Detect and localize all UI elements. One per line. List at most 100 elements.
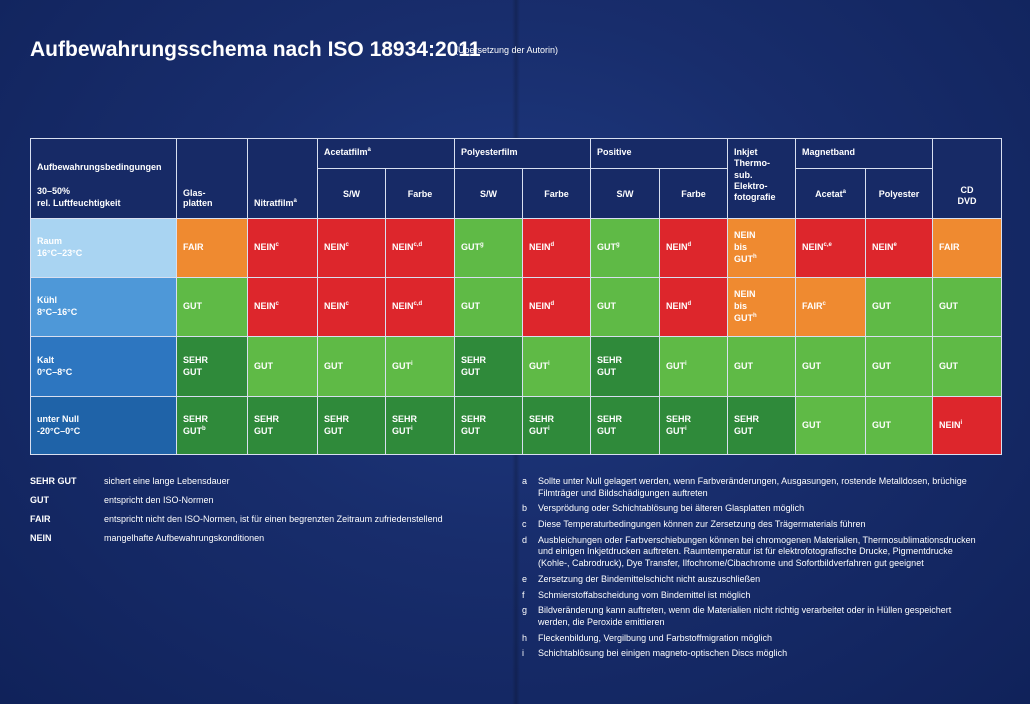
rating-text: bis <box>734 242 748 253</box>
header-magnetband: Magnetband <box>795 138 934 169</box>
rating-cell: NEINd <box>522 277 592 337</box>
header-dvd: DVD <box>957 196 977 207</box>
rating-text: GUT <box>254 360 273 371</box>
rating-text: FAIR <box>939 242 960 253</box>
footnotes: a Sollte unter Null gelagert werden, wenn… <box>522 476 982 664</box>
footnote-ref: d <box>550 301 555 308</box>
rating-text: GUT <box>802 360 822 371</box>
header-inkjet-line5: fotografie <box>734 192 776 202</box>
rating-cell: NEINd <box>522 218 592 278</box>
header-magnetband-acetat: Acetata <box>795 168 867 219</box>
rating-cell: NEINc <box>317 277 386 337</box>
rating-text: GUT <box>461 242 481 253</box>
rating-cell: NEINc,e <box>795 218 867 278</box>
legend-key: NEIN <box>30 533 52 543</box>
rating-cell: NEINc,d <box>384 277 456 337</box>
rating-text: GUT <box>461 425 481 436</box>
footnote: a Sollte unter Null gelagert werden, wenn… <box>522 476 982 499</box>
condition-name: Raum <box>37 236 63 247</box>
footnote-text: Diese Temperaturbedingungen können zur Z… <box>538 519 866 530</box>
rating-text: SEHR <box>392 413 418 424</box>
footnote-ref: e <box>893 242 897 249</box>
table-row: Kühl 8°C–16°C GUT NEINc NEINc NEINc,d GUT NEINd… <box>30 277 1003 337</box>
footnote-text: Schichtablösung bei einigen magneto-opti… <box>538 648 788 659</box>
rating-cell: GUT <box>795 396 867 455</box>
header-conditions-humidity-label: rel. Luftfeuchtigkeit <box>37 198 121 209</box>
footnote-text: Ausbleichungen oder Farbverschiebungen k… <box>538 534 976 569</box>
rating-cell: GUT <box>317 336 386 397</box>
rating-cell: GUT <box>176 277 248 337</box>
rating-cell: SEHR GUT <box>317 396 386 455</box>
footnote-key: h <box>522 632 528 643</box>
rating-text: GUT <box>597 301 617 312</box>
footnote-key: f <box>522 589 525 600</box>
rating-text: SEHR <box>597 354 623 365</box>
footnote-ref: d <box>687 301 692 308</box>
header-inkjet: Inkjet Thermo- sub. Elektro- fotografie <box>727 138 797 219</box>
rating-text: NEIN <box>324 301 346 312</box>
header-acetatfilm-label: Acetatfilm <box>324 147 368 157</box>
rating-text: GUT <box>597 242 617 253</box>
rating-text: NEIN <box>392 301 414 312</box>
header-cd-dvd: CD DVD <box>932 138 1003 219</box>
footnote-ref: h <box>753 312 757 319</box>
header-glasplatten: Glas- platten <box>176 138 248 219</box>
footnote-ref: g <box>480 242 484 249</box>
rating-text: GUT <box>324 425 343 436</box>
footnote-key: g <box>522 605 528 616</box>
header-acetat-sw: S/W <box>317 168 386 219</box>
rating-cell: NEINc <box>247 218 318 278</box>
rating-cell: SEHR GUT <box>176 336 248 397</box>
rating-text: GUT <box>183 425 202 436</box>
footnote-key: c <box>522 519 527 530</box>
rating-cell: SEHR GUTi <box>384 396 456 455</box>
header-positive-sw: S/W <box>590 168 661 219</box>
condition-temperature: 16°C–23°C <box>37 248 83 258</box>
rating-text: NEIN <box>939 419 961 430</box>
rating-text: SEHR <box>666 413 692 424</box>
rating-text: GUT <box>529 360 549 371</box>
legend-item: FAIR entspricht nicht den ISO-Normen, is… <box>30 514 443 533</box>
rating-text: NEIN <box>734 230 756 241</box>
rating-cell: NEINc,d <box>384 218 456 278</box>
rating-text: GUT <box>734 312 754 323</box>
legend-text: mangelhafte Aufbewahrungskonditionen <box>104 533 265 543</box>
rating-cell: NEINc <box>317 218 386 278</box>
rating-text: FAIR <box>802 301 823 312</box>
header-cd: CD <box>960 184 974 195</box>
rating-text: GUT <box>734 360 754 371</box>
rating-text: GUT <box>939 360 959 371</box>
rating-text: GUT <box>392 360 411 371</box>
rating-text: NEIN <box>872 242 894 253</box>
footnote-key: e <box>522 573 528 584</box>
rating-text: GUT <box>597 425 617 436</box>
footnote-text: Fleckenbildung, Vergilbung und Farbstoff… <box>538 632 772 643</box>
page-subtitle: (Übersetzung der Autorin) <box>455 45 559 55</box>
rating-text: GUT <box>734 425 754 436</box>
footnote-key: a <box>522 476 528 486</box>
rating-text: GUT <box>183 366 202 377</box>
header-inkjet-line1: Inkjet <box>734 147 758 157</box>
footnote-ref: d <box>550 242 555 249</box>
rating-cell: NEIN bis GUTh <box>727 277 797 337</box>
rating-text: GUT <box>392 425 411 436</box>
header-magnetband-polyester: Polyester <box>865 168 934 219</box>
header-acetat-farbe: Farbe <box>384 168 456 219</box>
rating-text: NEIN <box>254 242 276 253</box>
rating-text: NEIN <box>324 242 346 253</box>
header-nitratfilm-label: Nitratfilm <box>254 198 294 208</box>
rating-cell: SEHR GUTi <box>522 396 592 455</box>
footnote: e Zersetzung der Bindemittelschicht nicht… <box>522 574 982 586</box>
rating-cell: GUTg <box>454 218 524 278</box>
rating-text: NEIN <box>734 289 756 300</box>
footnote: f Schmierstoffabscheidung vom Bindemittel… <box>522 590 982 602</box>
footnote-ref: g <box>616 242 620 249</box>
rating-text: GUT <box>872 360 892 371</box>
rating-cell: SEHR GUTb <box>176 396 248 455</box>
storage-table: Aufbewahrungsbedingungen 30–50% rel. Luf… <box>30 138 1003 455</box>
footnote-key: d <box>522 534 528 545</box>
condition-name: Kalt <box>37 354 55 365</box>
rating-cell: SEHR GUT <box>454 336 524 397</box>
table-row: Raum 16°C–23°C FAIR NEINc NEINc NEINc,d GUTg NE… <box>30 218 1003 278</box>
rating-text: SEHR <box>597 413 623 424</box>
